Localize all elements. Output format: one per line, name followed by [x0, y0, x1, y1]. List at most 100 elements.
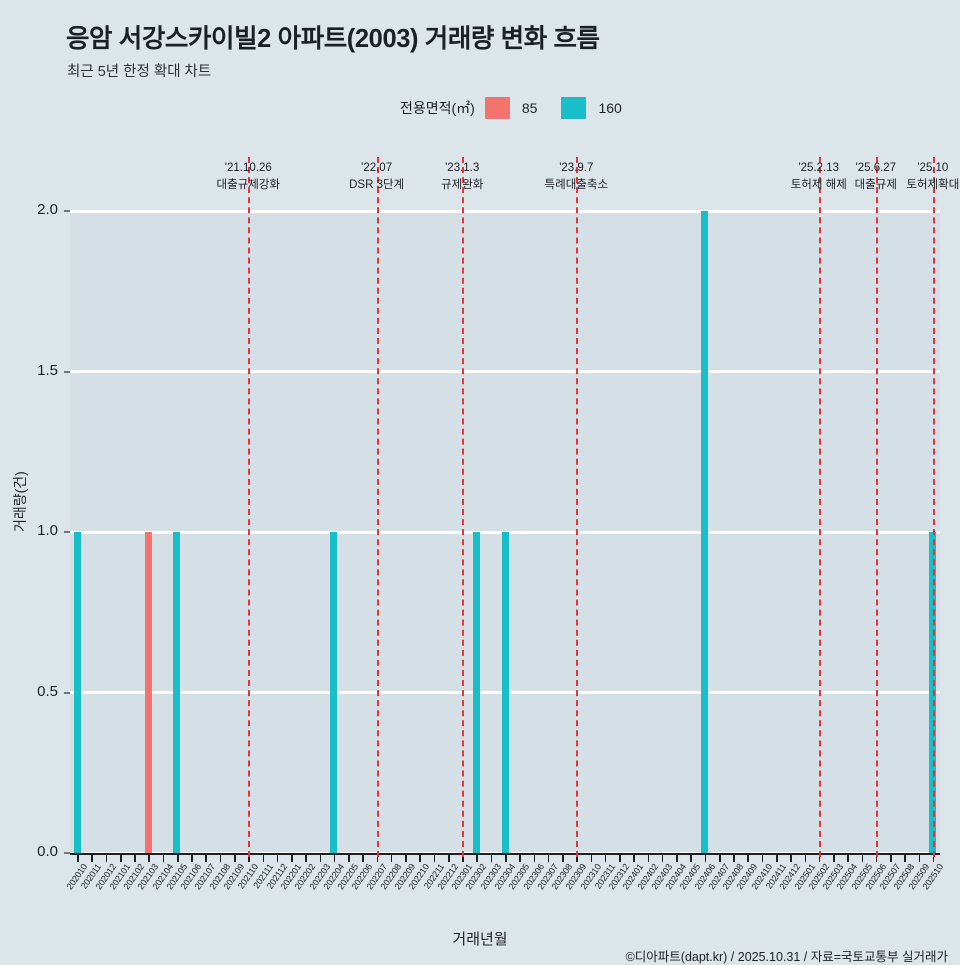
x-tick-mark [234, 855, 236, 862]
event-line [932, 157, 935, 857]
x-tick-mark [633, 855, 635, 862]
bar[interactable] [173, 532, 181, 853]
legend-swatch-160 [561, 97, 587, 119]
x-tick-mark [932, 855, 935, 862]
x-tick-mark [604, 855, 607, 862]
y-tick-label: 2.0 [37, 201, 58, 218]
x-tick-mark [661, 855, 664, 862]
bar[interactable] [472, 532, 480, 853]
event-line [818, 157, 821, 857]
x-tick-mark [761, 855, 764, 862]
y-tick-label: 1.5 [37, 361, 58, 379]
event-line [875, 157, 878, 857]
x-tick-mark [276, 855, 279, 862]
x-tick-mark [191, 855, 193, 862]
bar[interactable] [144, 532, 152, 853]
x-tick-mark [291, 855, 293, 862]
x-tick-mark [248, 855, 250, 862]
event-line [376, 157, 379, 857]
x-tick-mark [119, 855, 122, 862]
x-tick-mark [676, 855, 678, 862]
bar[interactable] [501, 532, 509, 853]
x-tick-mark [162, 855, 165, 862]
x-tick-mark [704, 855, 707, 862]
x-tick-mark [176, 855, 179, 862]
x-tick-mark [790, 855, 792, 862]
y-axis-label: 거래량(건) [12, 471, 28, 532]
x-tick-mark [647, 855, 650, 862]
y-tick-mark [64, 531, 70, 533]
x-tick-mark [590, 855, 593, 862]
x-tick-mark [77, 855, 79, 862]
x-tick-mark [833, 855, 835, 862]
x-tick-mark [205, 855, 208, 862]
x-tick-mark [305, 855, 307, 862]
x-tick-mark [775, 855, 778, 862]
x-tick-mark [690, 855, 692, 862]
y-tick-mark [64, 691, 70, 694]
x-tick-mark [405, 855, 407, 862]
x-tick-mark [505, 855, 507, 862]
x-tick-mark [718, 855, 721, 862]
x-tick-mark [547, 855, 550, 862]
legend-label-160: 160 [598, 100, 622, 116]
y-tick-label: 1.0 [37, 522, 58, 539]
x-tick-mark [576, 855, 578, 862]
event-line [248, 157, 251, 857]
x-tick-mark [419, 855, 422, 862]
page-subtitle: 최근 5년 한정 확대 차트 [67, 64, 212, 80]
x-tick-mark [319, 855, 322, 862]
legend-swatch-85 [484, 97, 510, 119]
x-tick-mark [875, 855, 878, 862]
y-tick-label: 0.5 [37, 682, 58, 700]
event-line [576, 157, 579, 857]
x-tick-mark [562, 855, 564, 862]
bar[interactable] [73, 532, 81, 853]
bar[interactable] [701, 211, 709, 853]
x-tick-mark [219, 855, 222, 862]
x-tick-mark [619, 855, 621, 862]
x-tick-mark [134, 855, 136, 862]
legend-label-85: 85 [521, 100, 538, 116]
y-tick-mark [64, 210, 70, 212]
x-tick-mark [918, 855, 921, 862]
x-tick-mark [447, 855, 450, 862]
x-tick-mark [462, 855, 464, 862]
bar[interactable] [330, 532, 338, 853]
page-title: 응암 서강스카이빌2 아파트(2003) 거래량 변화 흐름 [66, 25, 600, 53]
x-tick-mark [348, 855, 350, 862]
x-tick-mark [333, 855, 336, 862]
x-tick-mark [433, 855, 436, 862]
x-tick-mark [890, 855, 892, 862]
x-tick-mark [376, 855, 379, 862]
x-tick-mark [861, 855, 864, 862]
x-tick-mark [91, 855, 93, 862]
y-tick-mark [64, 370, 70, 373]
x-tick-mark [105, 855, 108, 862]
x-axis-label: 거래년월 [452, 931, 508, 948]
x-tick-mark [262, 855, 265, 862]
x-tick-mark [818, 855, 821, 862]
x-tick-mark [490, 855, 493, 862]
x-tick-mark [804, 855, 807, 862]
x-tick-mark [519, 855, 521, 862]
gridline-2.0 [70, 209, 940, 213]
x-tick-mark [362, 855, 364, 862]
x-tick-mark [733, 855, 735, 862]
x-tick-mark [533, 855, 536, 862]
y-tick-mark [64, 852, 70, 854]
x-tick-mark [390, 855, 393, 862]
event-line [462, 157, 465, 857]
x-axis-line [70, 853, 940, 855]
x-tick-mark [747, 855, 750, 862]
x-tick-mark [847, 855, 849, 862]
chart-footer: ©디아파트(dapt.kr) / 2025.10.31 / 자료=국토교통부 실… [625, 950, 948, 964]
gridline-1.5 [70, 370, 940, 373]
x-tick-mark [148, 855, 151, 862]
plot-area [70, 209, 940, 855]
legend-title: 전용면적(㎡) [400, 100, 475, 116]
x-tick-mark [904, 855, 906, 862]
y-tick-label: 0.0 [37, 843, 58, 860]
chart-legend: 전용면적(㎡) 85 160 [400, 96, 622, 120]
